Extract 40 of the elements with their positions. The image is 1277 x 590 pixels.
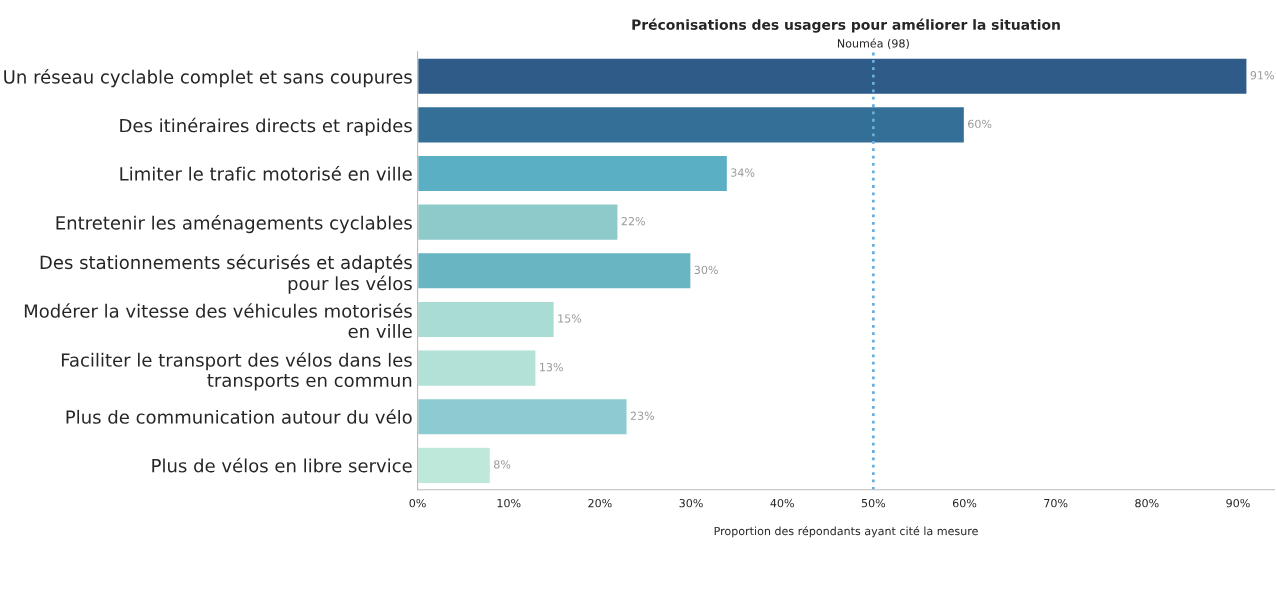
bar xyxy=(417,105,966,144)
y-tick-label: Limiter le trafic motorisé en ville xyxy=(120,165,412,181)
bar xyxy=(417,57,1248,96)
ref-line-label: Nouméa (98) xyxy=(837,38,909,49)
bar xyxy=(417,300,556,339)
x-tick-label: 80% xyxy=(1135,498,1159,508)
bar xyxy=(417,154,729,193)
data-label: 15% xyxy=(558,314,582,323)
data-label: 34% xyxy=(731,168,755,177)
bar xyxy=(417,446,492,485)
bar xyxy=(417,349,537,388)
data-label: 13% xyxy=(540,362,563,372)
x-tick-label: 60% xyxy=(952,498,977,508)
data-label: 8% xyxy=(494,460,511,469)
data-label: 22% xyxy=(621,216,645,226)
data-label: 30% xyxy=(694,265,718,275)
y-tick-label: Plus de communication autour du vélo xyxy=(66,409,412,424)
x-tick-label: 0% xyxy=(409,498,426,508)
data-label: 91% xyxy=(1250,71,1274,80)
y-tick-label: Un réseau cyclable complet et sans coupures xyxy=(4,69,412,88)
x-tick-label: 20% xyxy=(588,498,612,508)
chart-title: Préconisations des usagers pour améliorer la situation xyxy=(632,18,1060,33)
x-tick-label: 70% xyxy=(1044,498,1068,508)
y-tick-label: Des stationnements sécurisés et adaptés pour les vélos xyxy=(40,254,412,294)
bar xyxy=(417,203,619,242)
y-tick-label: Plus de vélos en libre service xyxy=(152,457,412,473)
x-tick-label: 90% xyxy=(1226,498,1250,508)
x-tick-label: 10% xyxy=(497,498,521,508)
data-label: 60% xyxy=(968,119,992,129)
y-tick-label: Faciliter le transport des vélos dans les transports en commun xyxy=(61,352,412,391)
data-label: 23% xyxy=(630,411,655,420)
bar xyxy=(417,397,628,436)
x-tick-label: 50% xyxy=(861,498,886,508)
x-tick-label: 30% xyxy=(679,498,703,508)
x-tick-label: 40% xyxy=(770,498,794,508)
y-tick-label: Des itinéraires directs et rapides xyxy=(120,117,412,136)
bar xyxy=(417,251,692,290)
x-axis-title: Proportion des répondants ayant cité la mesure xyxy=(714,526,978,538)
y-tick-label: Modérer la vitesse des véhicules motorisés en ville xyxy=(24,303,412,339)
y-tick-label: Entretenir les aménagements cyclables xyxy=(56,214,412,234)
